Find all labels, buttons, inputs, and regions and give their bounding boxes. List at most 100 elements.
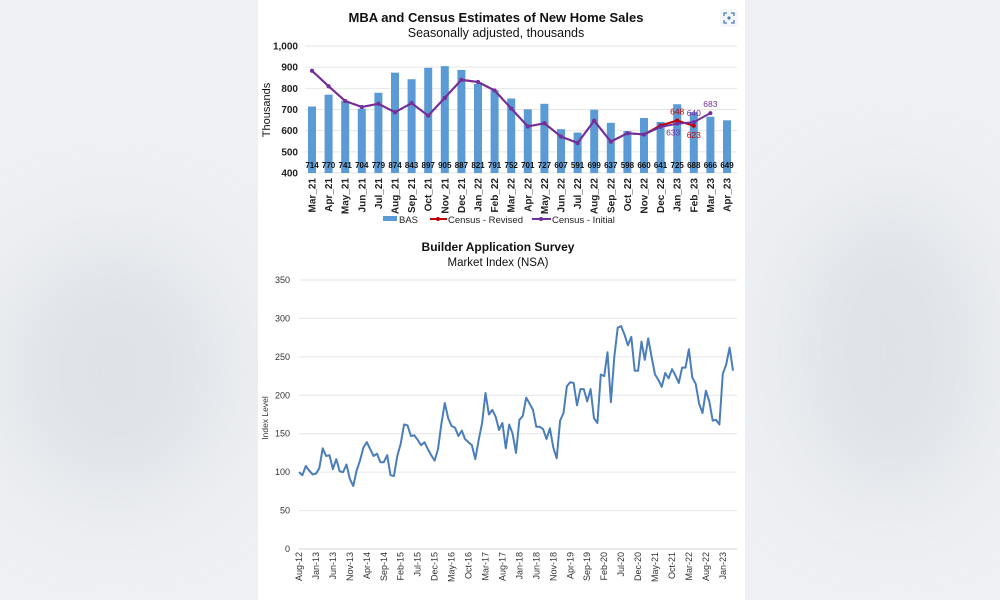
chart1-ytick: 900 (281, 63, 298, 74)
chart1-xtick: May_21 (341, 178, 352, 215)
bas-bar (606, 122, 615, 173)
market-index-line (298, 325, 734, 487)
bas-data-label: 874 (388, 161, 402, 170)
chart1-xtick: Aug_22 (590, 178, 601, 215)
census-initial-point (542, 121, 547, 126)
image-panel (258, 0, 745, 600)
background-blur (0, 240, 230, 500)
chart2-xtick: Sep-14 (379, 552, 389, 581)
bas-data-label: 725 (671, 161, 685, 170)
chart2-xtick: May-21 (650, 552, 660, 582)
chart1-xtick: Jan_23 (673, 178, 684, 212)
chart1-ytick: 500 (281, 147, 298, 158)
chart2-xtick: Dec-20 (633, 552, 643, 581)
chart2-ytick: 0 (285, 544, 290, 554)
bas-bar (573, 132, 582, 173)
visual-search-icon[interactable] (720, 9, 738, 27)
chart1-xtick: Nov_22 (640, 178, 651, 214)
chart1-ylabel: Thousands (261, 82, 273, 137)
chart1-xtick: May_22 (540, 178, 551, 215)
bas-bar (457, 69, 466, 173)
census-data-label: 623 (687, 130, 701, 140)
chart2-xtick: Mar-22 (684, 552, 694, 581)
bas-data-label: 821 (471, 161, 485, 170)
chart1-xtick: Jul_22 (573, 178, 584, 210)
chart1-xtick: Dec_22 (656, 178, 667, 213)
census-data-label: 648 (670, 107, 684, 117)
census-data-label: 640 (687, 108, 701, 118)
census-initial-point (492, 88, 497, 93)
census-initial-point (559, 134, 563, 139)
chart1-xtick: Jan_22 (474, 178, 485, 212)
bas-bar (656, 121, 665, 173)
census-initial-point (343, 99, 348, 104)
chart2-ytick: 150 (275, 429, 290, 439)
chart1-ytick: 800 (281, 84, 298, 95)
chart2-xtick: Jul-20 (616, 552, 626, 577)
bas-data-label: 770 (322, 161, 336, 170)
background-blur (790, 200, 990, 500)
bas-data-label: 843 (405, 161, 419, 170)
census-initial-point (642, 132, 646, 137)
bas-data-label: 660 (637, 161, 651, 170)
chart2-ytick: 100 (275, 467, 290, 477)
bas-data-label: 897 (422, 161, 436, 170)
chart2-xtick: Dec-15 (430, 552, 440, 581)
bas-data-label: 641 (654, 161, 668, 170)
chart1-xtick: Nov_21 (440, 178, 451, 214)
bas-data-label: 741 (339, 161, 353, 170)
census-initial-point (409, 101, 414, 106)
chart2-title: Builder Application Survey (422, 240, 575, 254)
census-initial-point (658, 124, 663, 129)
chart1-ytick: 400 (281, 169, 298, 180)
bas-bar (490, 90, 499, 173)
chart2-xtick: Jan-18 (514, 552, 524, 580)
chart1-xtick: Mar_21 (308, 178, 319, 213)
census-initial-point (608, 139, 613, 144)
chart1-ytick: 1,000 (273, 42, 298, 53)
chart1-xtick: Feb_23 (689, 178, 700, 213)
chart1-xtick: Sep_22 (606, 178, 617, 213)
chart1-title: MBA and Census Estimates of New Home Sal… (349, 10, 644, 25)
chart1-xtick: Apr_21 (324, 178, 335, 212)
census-initial-point (442, 95, 447, 100)
census-revised-point (691, 123, 696, 128)
bas-bar (374, 92, 383, 173)
bas-data-label: 649 (720, 161, 734, 170)
chart2-xtick: Aug-22 (701, 552, 711, 581)
bas-data-label: 704 (355, 161, 369, 170)
chart2-ytick: 200 (275, 390, 290, 400)
bas-bar (623, 131, 632, 173)
chart2-xtick: Feb-20 (599, 552, 609, 581)
census-initial-point (310, 68, 314, 73)
census-initial-point (708, 111, 713, 116)
chart2-xtick: Jun-18 (531, 552, 541, 580)
bas-data-label: 714 (305, 161, 319, 170)
chart2-ytick: 300 (275, 313, 290, 323)
bas-bar (706, 116, 715, 173)
bas-data-label: 779 (372, 161, 386, 170)
bas-bar (341, 100, 350, 173)
census-initial-point (592, 118, 597, 123)
bas-data-label: 637 (604, 161, 618, 170)
bas-bar (540, 103, 549, 173)
bas-bar (640, 117, 648, 173)
census-initial-point (575, 140, 580, 145)
census-data-label: 633 (666, 128, 680, 138)
bas-bar (440, 66, 449, 173)
chart1-xtick: Jun_21 (357, 178, 368, 213)
bas-data-label: 905 (438, 161, 452, 170)
chart2-xtick: Jan-23 (718, 552, 728, 580)
chart1-xtick: Mar_23 (706, 178, 717, 213)
census-initial-point (691, 120, 696, 125)
chart2-xtick: Apr-14 (362, 552, 372, 579)
legend-census-initial-label: Census - Initial (552, 215, 615, 226)
bas-bar (391, 72, 399, 173)
bas-bar (689, 112, 698, 173)
chart1-xtick: Jun_22 (557, 178, 568, 213)
bas-data-label: 688 (687, 161, 701, 170)
census-initial-point (476, 79, 480, 84)
chart1-xtick: Apr_23 (723, 178, 734, 212)
census-initial-point (525, 124, 530, 129)
chart2-xtick: Mar-17 (480, 552, 490, 581)
